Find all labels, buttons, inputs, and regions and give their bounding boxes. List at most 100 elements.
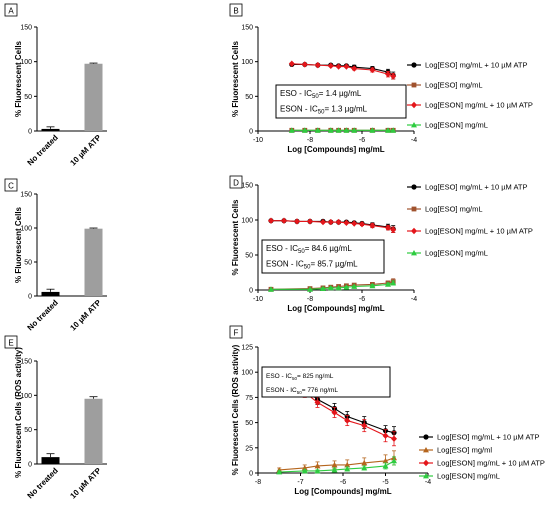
data-point <box>320 285 326 291</box>
legend-entry: Log[ESON] mg/mL <box>419 472 500 481</box>
legend-marker <box>411 101 417 109</box>
data-point <box>301 127 308 133</box>
annotation-value: = 825 ng/mL <box>297 373 334 380</box>
legend-entry: Log[ESON] mg/mL <box>407 249 488 258</box>
annotation-line: ESO - IC50= 1.4 µg/mL <box>280 89 362 100</box>
data-point <box>382 462 389 469</box>
annotation-subscript: 50 <box>292 376 298 381</box>
chart-panel-F: 0 25 50 75 100 125% Fluorescent Cells (ROS ac… <box>231 344 545 496</box>
annotation-line: ESON - IC50= 85.7 µg/mL <box>266 260 358 271</box>
data-point <box>359 221 365 228</box>
y-tick-label: 100 <box>241 370 253 377</box>
panel-label-text: C <box>8 182 14 191</box>
x-axis-label: Log [Compounds] mg/mL <box>294 487 391 496</box>
series-3 <box>288 127 397 133</box>
series-3 <box>276 456 397 475</box>
annotation-prefix: ESON - IC <box>280 105 318 114</box>
panel-label-text: E <box>8 339 13 348</box>
y-tick-label: 25 <box>245 445 253 452</box>
series-2 <box>268 217 397 234</box>
legend-marker <box>411 62 417 68</box>
x-tick-label: No treated <box>26 133 60 167</box>
data-point <box>369 282 376 289</box>
data-point <box>268 286 274 292</box>
data-point <box>390 127 397 133</box>
y-axis-label: % Fluorescent Cells <box>231 40 240 117</box>
series-1 <box>276 450 397 473</box>
panel-label-text: D <box>233 179 239 188</box>
legend-label: Log[ESO] mg/mL + 10 µM ATP <box>437 433 540 442</box>
x-tick-label: -10 <box>253 137 263 144</box>
x-tick-label: -4 <box>425 479 431 486</box>
data-point <box>331 409 338 416</box>
chart-panel-B: 0 50 100 150 % Fluorescent Cells -10 -8 -6 -4 Log… <box>231 25 533 155</box>
bar-10-m-atp <box>84 228 103 296</box>
y-tick-label: 125 <box>241 345 253 352</box>
panel-label-text: B <box>233 7 238 16</box>
y-axis-label: % Fluorescent Cells <box>14 40 23 117</box>
x-axis-label: Log [Compounds] mg/mL <box>287 145 384 154</box>
legend-entry: Log[ESO] mg/mL + 10 µM ATP <box>407 61 528 70</box>
data-point <box>351 127 358 133</box>
data-point <box>344 465 351 472</box>
y-tick-label: 100 <box>20 226 32 233</box>
chart-panel-D: 0 50 100 150 % Fluorescent Cells -10 -8 -6 -4 Log… <box>231 183 533 314</box>
data-point <box>314 61 321 69</box>
data-point <box>268 217 274 224</box>
annotation-value: = 1.3 µg/mL <box>324 105 367 114</box>
legend-entry: Log[ESON] mg/mL + 10 µM ATP <box>407 227 533 236</box>
data-point <box>288 127 295 133</box>
legend-marker <box>411 82 417 88</box>
y-tick-label: 50 <box>245 253 253 260</box>
legend-label: Log[ESO] mg/mL + 10 µM ATP <box>425 61 528 70</box>
legend-marker <box>423 473 429 479</box>
legend-label: Log[ESO] mg/mL + 10 µM ATP <box>425 183 528 192</box>
y-axis-label: % Fluorescent Cells <box>231 199 240 276</box>
series-line <box>270 281 394 290</box>
series-line <box>291 63 394 77</box>
panel-label-D: D <box>229 175 243 189</box>
data-point <box>390 226 397 233</box>
data-point <box>327 62 334 70</box>
y-tick-label: 50 <box>245 94 253 101</box>
y-tick-label: 150 <box>20 25 32 32</box>
legend-marker <box>423 434 429 440</box>
annotation-box <box>261 239 385 274</box>
bar-10-m-atp <box>84 398 103 464</box>
data-point <box>301 464 308 471</box>
data-point <box>327 127 334 133</box>
data-point <box>385 70 391 78</box>
data-point <box>344 461 351 468</box>
data-point <box>391 435 397 442</box>
x-axis-label: Log [Compounds] mg/mL <box>287 304 384 313</box>
panel-label-box <box>4 335 18 349</box>
x-tick-label: -10 <box>253 296 263 303</box>
legend-marker <box>411 206 417 212</box>
annotation-subscript: 50 <box>298 249 305 255</box>
data-point <box>351 65 358 72</box>
series-3 <box>268 280 397 292</box>
annotation-prefix: ESON - IC <box>266 387 297 394</box>
legend-marker <box>411 227 417 235</box>
legend: Log[ESO] mg/mL + 10 µM ATP Log[ESO] mg/ml… <box>419 433 545 481</box>
y-tick-label: 100 <box>241 218 253 225</box>
data-point <box>343 127 350 133</box>
data-point <box>331 461 338 468</box>
y-tick-label: 50 <box>24 260 32 267</box>
data-point <box>361 459 368 466</box>
y-tick-label: 100 <box>20 393 32 400</box>
legend-entry: Log[ESO] mg/mL <box>407 205 483 214</box>
annotation-subscript: 50 <box>318 110 325 116</box>
data-point <box>382 432 389 439</box>
panel-label-box <box>229 325 243 339</box>
panel-label-A: A <box>4 3 18 17</box>
data-point <box>314 127 321 133</box>
legend: Log[ESO] mg/mL + 10 µM ATP Log[ESO] mg/mL… <box>407 183 533 258</box>
legend-entry: Log[ESO] mg/mL <box>407 81 483 90</box>
x-tick-label: -6 <box>359 296 365 303</box>
x-tick-label: -6 <box>340 479 346 486</box>
data-point <box>320 218 326 226</box>
data-point <box>327 284 334 291</box>
bar-no-treated <box>41 457 60 464</box>
